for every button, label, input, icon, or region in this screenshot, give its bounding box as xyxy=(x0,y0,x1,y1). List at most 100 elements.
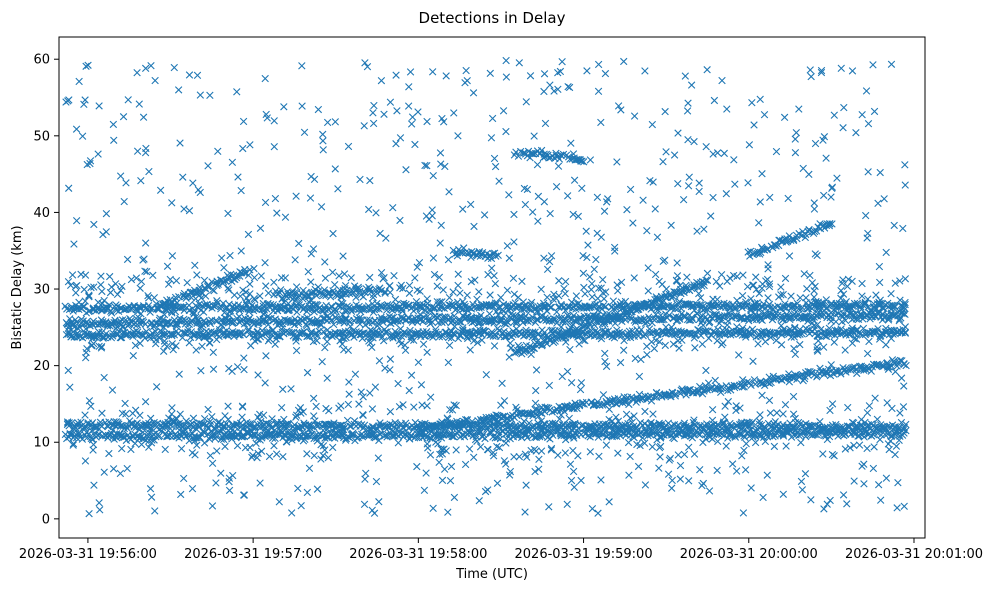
detection-point xyxy=(830,338,838,346)
detection-point xyxy=(442,72,450,80)
detection-point xyxy=(612,413,620,421)
detection-point xyxy=(122,179,130,187)
detection-point xyxy=(359,393,367,401)
detection-point xyxy=(869,61,877,69)
detection-point xyxy=(85,509,93,518)
detection-point xyxy=(713,149,722,157)
detection-point xyxy=(247,341,255,350)
detection-point xyxy=(276,302,285,311)
detection-point xyxy=(680,421,688,429)
detection-point xyxy=(895,315,904,323)
detection-point xyxy=(221,314,229,322)
detection-point xyxy=(554,451,562,459)
detection-point xyxy=(649,315,657,323)
detection-point xyxy=(386,407,395,416)
detection-point xyxy=(324,454,333,462)
detection-point xyxy=(103,322,112,330)
detection-point xyxy=(406,68,415,76)
detection-point xyxy=(118,316,127,324)
detection-point xyxy=(144,421,152,430)
detection-point xyxy=(902,361,910,370)
detection-point xyxy=(755,420,764,428)
detection-point xyxy=(512,313,521,322)
detection-point xyxy=(502,127,510,136)
detection-point xyxy=(367,333,375,341)
detection-point xyxy=(628,418,636,427)
detection-point xyxy=(641,407,649,416)
detection-point xyxy=(526,72,535,80)
detection-point xyxy=(794,331,802,339)
detection-point xyxy=(702,276,710,284)
detection-point xyxy=(490,342,499,350)
detection-point xyxy=(109,332,117,340)
detection-point xyxy=(345,378,353,386)
detection-point xyxy=(155,432,164,440)
detection-point xyxy=(321,343,329,352)
detection-point xyxy=(423,117,431,126)
detection-point xyxy=(668,302,676,310)
detection-point xyxy=(875,335,884,343)
detection-point xyxy=(177,444,186,453)
detection-point xyxy=(515,59,523,67)
detection-point xyxy=(841,346,849,354)
detection-point xyxy=(90,481,98,489)
detection-point xyxy=(377,269,386,277)
detection-point xyxy=(579,252,587,260)
detection-point xyxy=(763,328,772,336)
detection-point xyxy=(765,396,774,405)
detection-point xyxy=(711,376,719,385)
detection-point xyxy=(137,310,145,318)
detection-point xyxy=(391,295,400,304)
detection-point xyxy=(862,87,871,95)
detection-point xyxy=(369,431,378,439)
detection-point xyxy=(399,284,407,293)
detection-point xyxy=(837,64,845,72)
detection-point xyxy=(588,293,596,301)
detection-point xyxy=(219,299,227,307)
detection-point xyxy=(726,419,734,428)
detection-point xyxy=(213,297,221,305)
detection-point xyxy=(90,220,98,229)
detection-point xyxy=(593,193,602,202)
detection-point xyxy=(703,386,711,394)
detection-point xyxy=(370,509,379,517)
detection-point xyxy=(299,286,307,295)
detection-point xyxy=(250,264,258,273)
detection-point xyxy=(899,426,908,434)
detection-point xyxy=(813,347,822,355)
detection-point xyxy=(444,255,453,264)
detection-point xyxy=(401,341,409,349)
detection-point xyxy=(876,278,884,287)
detection-point xyxy=(771,311,779,320)
detection-point xyxy=(627,307,635,316)
detection-point xyxy=(331,118,340,126)
detection-point xyxy=(569,210,577,219)
detection-point xyxy=(667,323,676,331)
detection-point xyxy=(164,426,172,435)
detection-point xyxy=(439,286,447,294)
detection-point xyxy=(67,318,75,327)
detection-point xyxy=(234,301,243,309)
detection-point xyxy=(761,437,770,446)
detection-point xyxy=(179,173,187,181)
detection-point xyxy=(292,192,300,200)
detection-point xyxy=(612,424,620,433)
detection-point xyxy=(317,440,325,449)
detection-point xyxy=(716,282,724,290)
detection-point xyxy=(638,434,647,442)
detection-point xyxy=(730,312,738,320)
detection-point xyxy=(420,486,429,494)
detection-point xyxy=(730,305,739,313)
detection-point xyxy=(901,275,910,283)
detection-point xyxy=(402,166,410,174)
detection-point xyxy=(822,296,830,304)
detection-point xyxy=(451,322,459,331)
detection-point xyxy=(180,289,189,298)
detection-point xyxy=(463,291,471,299)
detection-point xyxy=(721,413,729,421)
detection-point xyxy=(562,423,570,432)
detection-point xyxy=(445,341,454,349)
detection-point xyxy=(195,419,204,427)
detection-point xyxy=(285,306,293,315)
detection-point xyxy=(428,206,436,214)
